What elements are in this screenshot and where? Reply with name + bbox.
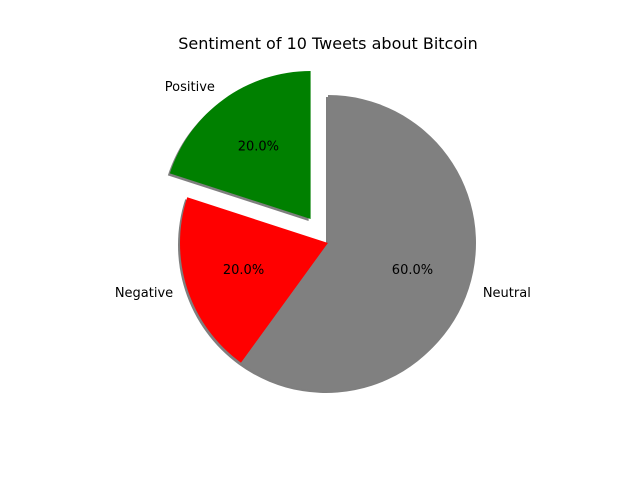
category-label-negative: Negative [115,286,173,301]
pie-slice-positive [169,71,311,220]
percent-label-negative: 20.0% [223,263,264,278]
pie-slices [169,71,476,391]
pie-slice-negative [179,197,328,363]
category-label-positive: Positive [165,80,215,95]
percent-label-positive: 20.0% [238,140,279,155]
pie-slice-neutral [241,95,476,391]
chart-title: Sentiment of 10 Tweets about Bitcoin [178,34,478,53]
category-label-neutral: Neutral [483,286,531,301]
percent-label-neutral: 60.0% [392,263,433,278]
pie-labels: 20.0% Positive 20.0% Negative 60.0% Neutral [115,80,531,301]
